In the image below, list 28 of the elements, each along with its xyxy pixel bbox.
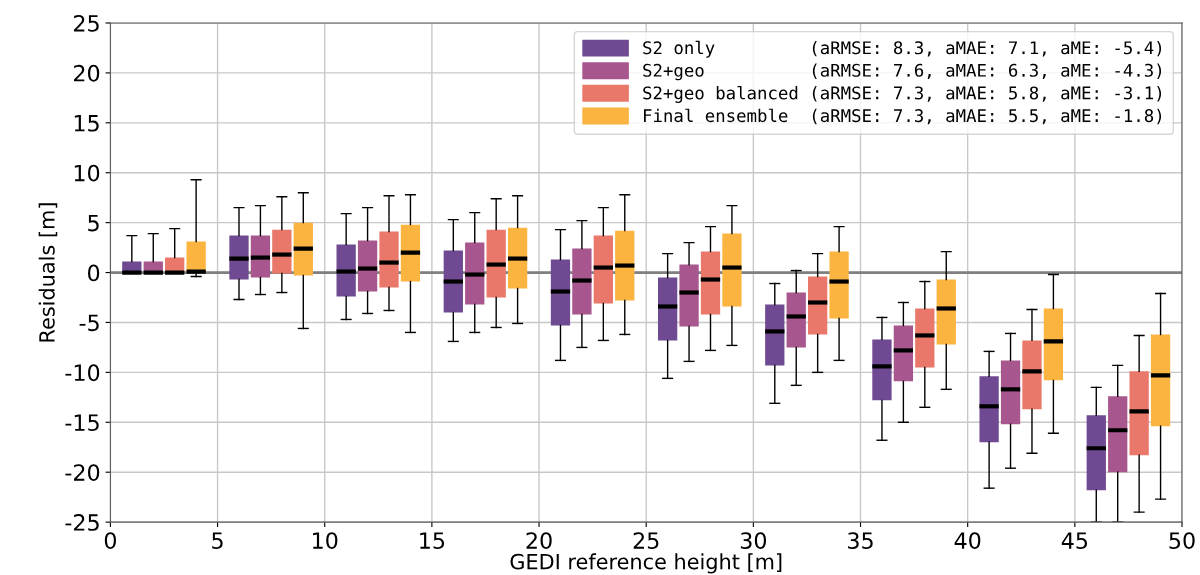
x-tick-label: 40 xyxy=(954,532,981,550)
x-tick-label: 10 xyxy=(313,532,338,550)
x-tick-label: 30 xyxy=(740,532,767,550)
legend-label: Final ensemble (aRMSE: 7.3, aMAE: 5.5, aME: -1.8) xyxy=(644,108,1162,125)
legend-label: S2+geo (aRMSE: 7.6, aMAE: 6.3, aME: -4.3) xyxy=(643,63,1162,81)
x-tick-label: 20 xyxy=(526,532,552,550)
x-tick-label: 35 xyxy=(848,532,873,550)
x-tick-label: 45 xyxy=(1061,532,1088,550)
x-axis-title: GEDI reference height [m] xyxy=(510,553,782,574)
x-tick-label: 0 xyxy=(104,532,116,550)
legend-label: S2+geo balanced (aRMSE: 7.3, aMAE: 5.8, aME: -3.1) xyxy=(643,85,1162,103)
x-tick-label: 50 xyxy=(1169,532,1195,550)
y-tick-label: -25 xyxy=(65,514,99,531)
y-tick-label: -20 xyxy=(65,464,100,481)
y-tick-label: 10 xyxy=(74,164,100,182)
x-tick-label: 5 xyxy=(212,532,223,550)
x-tick-label: 25 xyxy=(633,532,659,550)
y-axis-title: Residuals [m] xyxy=(38,203,58,342)
y-tick-label: 20 xyxy=(74,64,100,82)
x-tick-label: 15 xyxy=(420,532,445,550)
y-tick-label: 15 xyxy=(74,115,99,132)
legend-label: S2 only (aRMSE: 8.3, aMAE: 7.1, aME: -5.4) xyxy=(643,40,1162,58)
y-tick-label: -15 xyxy=(65,414,99,432)
y-tick-label: -5 xyxy=(79,314,99,332)
y-tick-label: 0 xyxy=(88,264,100,282)
y-tick-label: 25 xyxy=(74,14,99,32)
y-tick-label: 5 xyxy=(88,214,99,232)
y-tick-label: -10 xyxy=(65,364,100,382)
